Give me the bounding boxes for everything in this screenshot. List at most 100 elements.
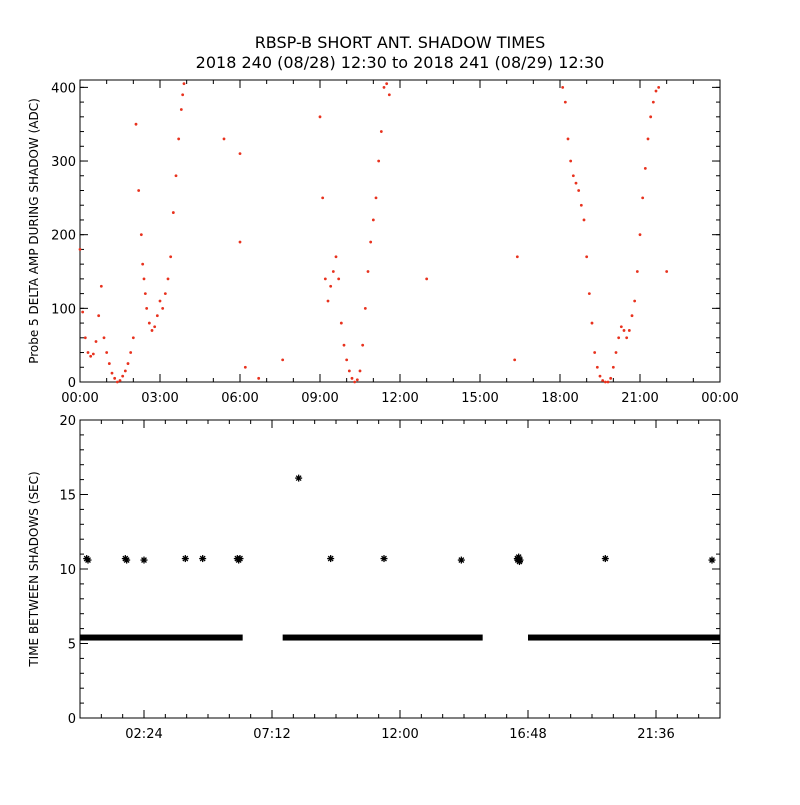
data-point: [611, 365, 615, 369]
data-point: [86, 351, 90, 354]
data-point: [513, 358, 517, 362]
data-point: [603, 380, 607, 384]
x-tick-label: 03:00: [141, 391, 178, 406]
data-point: [590, 321, 594, 325]
x-tick-label: 00:00: [61, 391, 98, 406]
data-point: [609, 376, 613, 380]
x-tick-label: 16:48: [509, 727, 546, 742]
data-point: [199, 555, 207, 563]
data-point: [649, 115, 653, 119]
data-point: [177, 137, 181, 141]
data-point: [94, 340, 98, 343]
data-point: [107, 362, 111, 365]
x-tick-label: 07:12: [253, 727, 290, 742]
y-axis-label: Probe 5 DELTA AMP DURING SHADOW (ADC): [27, 98, 41, 364]
data-point: [619, 325, 623, 329]
data-point: [363, 306, 367, 310]
top-panel-delta-amp: 00:00 03:00 06:00 09:00 12:00 15:00 18:00 21:00…: [27, 79, 739, 406]
data-point: [657, 85, 661, 89]
data-point: [355, 378, 359, 382]
data-point: [566, 137, 570, 141]
data-point: [113, 376, 117, 380]
data-point: [579, 203, 583, 207]
data-point: [331, 270, 335, 273]
data-point: [350, 376, 354, 380]
data-point: [166, 277, 170, 281]
data-point: [377, 159, 381, 163]
data-point: [516, 556, 524, 564]
data-point: [182, 82, 186, 86]
data-point: [334, 255, 338, 259]
data-point: [123, 556, 131, 564]
data-point: [601, 379, 605, 382]
data-point: [339, 321, 343, 325]
data-point: [654, 89, 658, 93]
x-tick-label: 12:00: [381, 727, 418, 742]
data-point: [84, 556, 92, 564]
data-point: [563, 100, 567, 104]
data-point: [582, 218, 586, 222]
data-point: [457, 556, 465, 564]
data-point: [115, 380, 119, 384]
data-point: [153, 325, 157, 329]
data-point: [140, 556, 148, 564]
data-point: [361, 343, 365, 347]
data-point: [617, 336, 621, 340]
data-point: [78, 248, 82, 251]
data-point: [323, 277, 327, 281]
data-point: [181, 93, 185, 97]
data-point: [238, 152, 242, 156]
data-point: [102, 336, 106, 340]
y-tick-label: 20: [59, 414, 76, 429]
data-point: [638, 233, 642, 237]
y-tick-label: 100: [51, 302, 76, 317]
baseline-run: [80, 634, 243, 641]
data-point: [257, 376, 261, 380]
data-point: [321, 196, 325, 200]
data-point: [147, 321, 151, 325]
data-point: [118, 379, 122, 382]
y-tick-label: 300: [51, 155, 76, 170]
data-point: [169, 255, 173, 259]
data-point: [179, 108, 183, 111]
data-point: [137, 189, 141, 192]
y-tick-label: 15: [59, 489, 76, 504]
data-point: [222, 137, 226, 141]
data-point: [625, 336, 629, 340]
data-point: [134, 122, 138, 126]
data-point: [161, 306, 165, 310]
data-point: [651, 100, 655, 104]
data-point: [326, 299, 330, 303]
data-point: [123, 369, 127, 373]
data-point: [345, 358, 349, 362]
data-point: [374, 196, 378, 200]
data-point: [129, 351, 133, 354]
y-tick-label: 5: [68, 638, 76, 653]
data-point: [238, 240, 242, 244]
data-point: [83, 336, 87, 340]
data-point: [171, 211, 175, 214]
data-point: [121, 374, 125, 378]
data-point: [141, 262, 145, 266]
data-point: [110, 371, 114, 375]
data-point: [366, 270, 370, 273]
y-tick-label: 200: [51, 229, 76, 244]
data-point: [622, 329, 626, 332]
data-point: [382, 85, 386, 89]
data-point: [585, 255, 589, 259]
data-point: [97, 314, 101, 318]
data-point: [243, 365, 247, 369]
data-point: [577, 189, 581, 192]
baseline-run: [528, 634, 720, 641]
data-point: [145, 306, 149, 310]
data-point: [347, 369, 351, 373]
data-point: [337, 277, 341, 281]
data-point: [318, 115, 322, 119]
data-point: [385, 82, 389, 86]
y-tick-label: 400: [51, 81, 76, 96]
data-point: [143, 292, 147, 296]
data-point: [91, 352, 95, 356]
y-axis-label: TIME BETWEEN SHADOWS (SEC): [27, 471, 41, 667]
